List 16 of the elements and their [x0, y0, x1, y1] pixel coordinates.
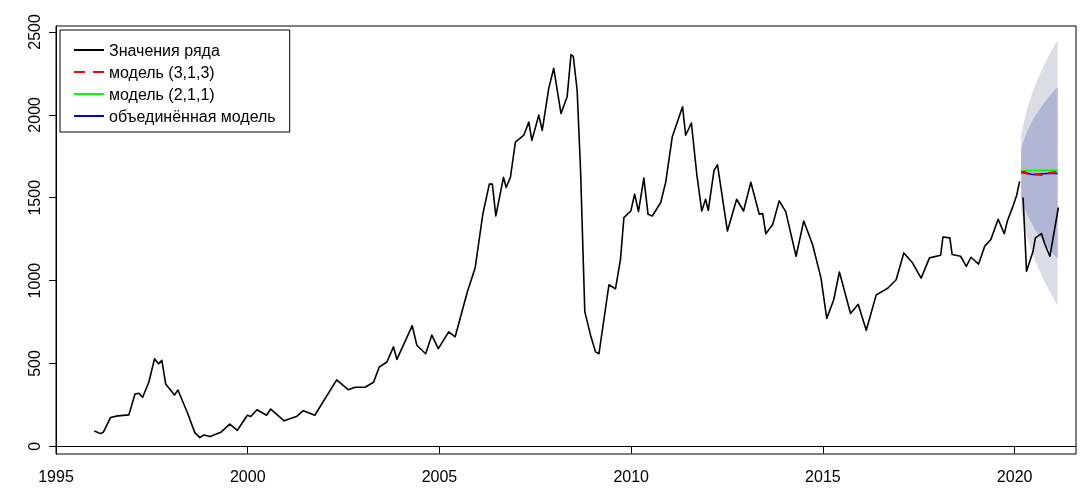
y-tick-label: 2500	[25, 14, 43, 50]
x-tick-label: 2005	[421, 467, 458, 485]
y-tick-label: 0	[25, 441, 43, 451]
y-tick-label: 500	[25, 350, 43, 377]
x-tick-label: 2000	[229, 467, 266, 485]
x-tick-label: 2020	[996, 467, 1033, 485]
legend-label: модель (2,1,1)	[109, 85, 215, 103]
legend-label: модель (3,1,3)	[109, 63, 215, 81]
y-tick-label: 2000	[25, 96, 43, 133]
legend-label: объединённая модель	[109, 107, 276, 125]
y-tick-label: 1000	[25, 262, 43, 299]
y-tick-label: 1500	[25, 179, 43, 216]
x-tick-label: 2010	[613, 467, 650, 485]
legend-label: Значения ряда	[109, 41, 220, 59]
x-tick-label: 2015	[805, 467, 841, 485]
x-tick-label: 1995	[38, 467, 74, 485]
